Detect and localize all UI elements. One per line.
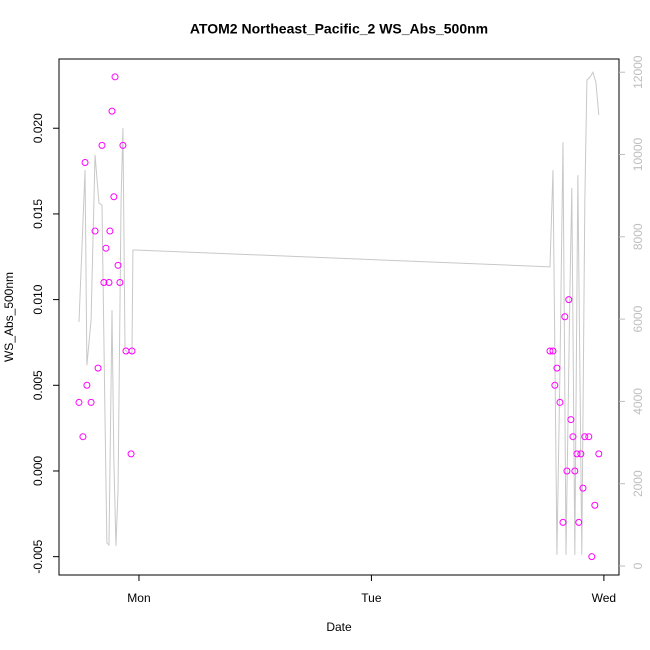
y-tick-label: 0.020 — [31, 113, 45, 143]
data-point — [127, 450, 135, 458]
data-point — [111, 73, 119, 81]
y2-tick-label: 4000 — [631, 388, 645, 415]
data-point — [128, 347, 136, 355]
x-tick-label: Wed — [592, 591, 616, 605]
data-point — [565, 296, 573, 304]
y-tick-label: 0.015 — [31, 199, 45, 229]
data-point — [579, 484, 587, 492]
data-point — [114, 261, 122, 269]
data-point — [575, 518, 583, 526]
data-point — [83, 381, 91, 389]
data-point — [102, 244, 110, 252]
data-point — [116, 278, 124, 286]
data-point — [87, 398, 95, 406]
x-tick-label: Mon — [127, 591, 150, 605]
data-point — [94, 364, 102, 372]
data-point — [551, 381, 559, 389]
data-point — [563, 467, 571, 475]
data-point — [585, 433, 593, 441]
plot-frame — [58, 58, 620, 576]
data-point — [577, 450, 585, 458]
data-point — [588, 553, 596, 561]
data-point — [573, 450, 581, 458]
y2-tick-label: 0 — [631, 562, 645, 569]
data-point — [571, 467, 579, 475]
data-point — [108, 107, 116, 115]
data-point — [567, 416, 575, 424]
y2-tick-label: 8000 — [631, 223, 645, 250]
data-point — [546, 347, 554, 355]
y2-tick-label: 12000 — [631, 55, 645, 89]
y-tick-label: 0.005 — [31, 370, 45, 400]
altitude-line — [78, 70, 600, 555]
y-tick-label: -0.005 — [31, 539, 45, 573]
data-point — [581, 433, 589, 441]
chart-title: ATOM2 Northeast_Pacific_2 WS_Abs_500nm — [190, 21, 488, 37]
x-tick-label: Tue — [361, 591, 382, 605]
x-axis-label: Date — [326, 620, 352, 634]
data-point — [119, 141, 127, 149]
data-point — [561, 313, 569, 321]
y2-tick-label: 6000 — [631, 305, 645, 332]
data-point — [98, 141, 106, 149]
y-tick-label: 0.000 — [31, 456, 45, 486]
y2-tick-label: 10000 — [631, 137, 645, 171]
data-point — [79, 433, 87, 441]
data-point — [110, 193, 118, 201]
data-point — [106, 227, 114, 235]
data-point — [549, 347, 557, 355]
data-point — [569, 433, 577, 441]
data-point — [91, 227, 99, 235]
y2-tick-label: 2000 — [631, 470, 645, 497]
data-point — [105, 278, 113, 286]
y-tick-label: 0.010 — [31, 284, 45, 314]
data-point — [75, 398, 83, 406]
data-point — [556, 398, 564, 406]
data-point — [595, 450, 603, 458]
y-axis-label: WS_Abs_500nm — [2, 272, 16, 362]
data-point — [559, 518, 567, 526]
data-point — [81, 159, 89, 167]
data-point — [100, 278, 108, 286]
data-point — [591, 501, 599, 509]
data-point — [553, 364, 561, 372]
